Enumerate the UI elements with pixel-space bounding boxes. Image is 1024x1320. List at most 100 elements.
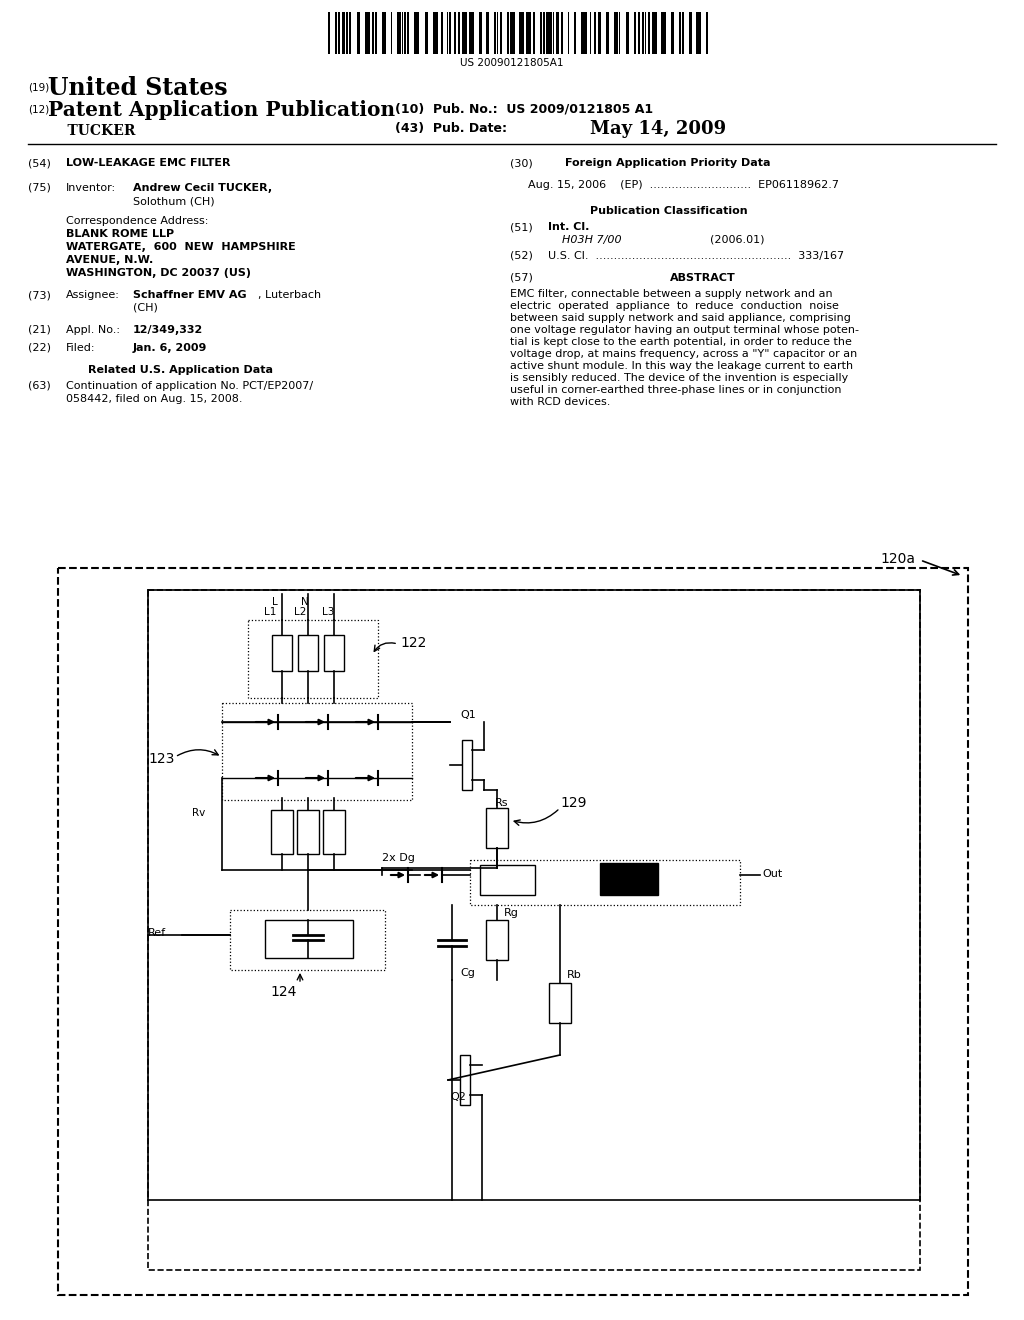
- Bar: [652, 12, 657, 54]
- Bar: [58, 568, 968, 1295]
- Bar: [335, 12, 337, 54]
- Text: Solothum (CH): Solothum (CH): [133, 195, 215, 206]
- Text: Related U.S. Application Data: Related U.S. Application Data: [88, 366, 273, 375]
- Bar: [706, 12, 708, 54]
- Text: tial is kept close to the earth potential, in order to reduce the: tial is kept close to the earth potentia…: [510, 337, 852, 347]
- Bar: [414, 12, 420, 54]
- Text: one voltage regulator having an output terminal whose poten-: one voltage regulator having an output t…: [510, 325, 859, 335]
- Text: (CH): (CH): [133, 304, 158, 313]
- Bar: [606, 12, 609, 54]
- Text: Rg: Rg: [504, 908, 519, 917]
- Bar: [469, 12, 474, 54]
- Bar: [525, 12, 530, 54]
- Bar: [470, 861, 740, 906]
- Text: Q1: Q1: [460, 710, 476, 719]
- Text: (2006.01): (2006.01): [710, 235, 765, 246]
- Text: United States: United States: [48, 77, 227, 100]
- Text: (12): (12): [28, 104, 49, 114]
- Text: Andrew Cecil TUCKER,: Andrew Cecil TUCKER,: [133, 183, 272, 193]
- Bar: [460, 1055, 470, 1105]
- Bar: [594, 12, 596, 54]
- Text: 129: 129: [560, 796, 587, 810]
- Bar: [486, 808, 508, 847]
- Text: N: N: [301, 597, 309, 607]
- Text: Rs: Rs: [495, 799, 509, 808]
- Bar: [376, 12, 377, 54]
- Bar: [590, 12, 591, 54]
- Bar: [462, 12, 467, 54]
- Bar: [230, 909, 385, 970]
- Text: US 20090121805A1: US 20090121805A1: [460, 58, 564, 69]
- Bar: [620, 12, 621, 54]
- Bar: [507, 12, 509, 54]
- Text: Continuation of application No. PCT/EP2007/: Continuation of application No. PCT/EP20…: [66, 381, 313, 391]
- Bar: [540, 12, 542, 54]
- Text: Assignee:: Assignee:: [66, 290, 120, 300]
- Text: 058442, filed on Aug. 15, 2008.: 058442, filed on Aug. 15, 2008.: [66, 393, 243, 404]
- Text: (10)  Pub. No.:  US 2009/0121805 A1: (10) Pub. No.: US 2009/0121805 A1: [395, 102, 653, 115]
- Bar: [265, 920, 353, 958]
- Bar: [582, 12, 587, 54]
- Bar: [433, 12, 438, 54]
- Bar: [338, 12, 340, 54]
- Bar: [549, 983, 571, 1023]
- Text: (21): (21): [28, 325, 51, 335]
- Bar: [553, 12, 554, 54]
- Text: (19): (19): [28, 82, 49, 92]
- Text: Out: Out: [762, 869, 782, 879]
- Bar: [682, 12, 684, 54]
- Text: Schaffner EMV AG: Schaffner EMV AG: [133, 290, 247, 300]
- Text: Correspondence Address:: Correspondence Address:: [66, 216, 208, 226]
- Text: (51): (51): [510, 222, 532, 232]
- Bar: [459, 12, 460, 54]
- Bar: [626, 12, 629, 54]
- Bar: [689, 12, 692, 54]
- Text: U.S. Cl.  ......................................................  333/167: U.S. Cl. ...............................…: [548, 251, 844, 261]
- Text: LOW-LEAKAGE EMC FILTER: LOW-LEAKAGE EMC FILTER: [66, 158, 230, 168]
- Text: Ref: Ref: [148, 928, 166, 939]
- Text: voltage drop, at mains frequency, across a "Y" capacitor or an: voltage drop, at mains frequency, across…: [510, 348, 857, 359]
- Bar: [486, 920, 508, 960]
- Bar: [614, 12, 617, 54]
- Bar: [382, 12, 386, 54]
- Text: L2: L2: [294, 607, 306, 616]
- Text: (43)  Pub. Date:: (43) Pub. Date:: [395, 121, 507, 135]
- Text: (54): (54): [28, 158, 51, 168]
- Bar: [298, 635, 318, 671]
- Bar: [425, 12, 428, 54]
- Bar: [494, 12, 496, 54]
- Bar: [648, 12, 650, 54]
- Bar: [365, 12, 370, 54]
- Text: useful in corner-earthed three-phase lines or in conjunction: useful in corner-earthed three-phase lin…: [510, 385, 842, 395]
- Text: Filed:: Filed:: [66, 343, 95, 352]
- Bar: [556, 12, 559, 54]
- Bar: [532, 12, 535, 54]
- Bar: [642, 12, 644, 54]
- Text: L1: L1: [264, 607, 276, 616]
- Text: Inventor:: Inventor:: [66, 183, 116, 193]
- Bar: [543, 12, 545, 54]
- Bar: [328, 12, 330, 54]
- Bar: [500, 12, 502, 54]
- Bar: [498, 12, 499, 54]
- Text: L3: L3: [322, 607, 334, 616]
- Text: , Luterbach: , Luterbach: [258, 290, 322, 300]
- Bar: [272, 635, 292, 671]
- Text: (22): (22): [28, 343, 51, 352]
- Text: May 14, 2009: May 14, 2009: [590, 120, 726, 139]
- Bar: [568, 12, 569, 54]
- Bar: [462, 741, 472, 789]
- Bar: [695, 12, 700, 54]
- Text: WATERGATE,  600  NEW  HAMPSHIRE: WATERGATE, 600 NEW HAMPSHIRE: [66, 242, 296, 252]
- Text: ABSTRACT: ABSTRACT: [670, 273, 736, 282]
- Bar: [356, 12, 359, 54]
- Bar: [634, 12, 636, 54]
- Text: 120a: 120a: [880, 552, 915, 566]
- Bar: [480, 865, 535, 895]
- Text: Jan. 6, 2009: Jan. 6, 2009: [133, 343, 208, 352]
- Bar: [271, 810, 293, 854]
- Text: electric  operated  appliance  to  reduce  conduction  noise: electric operated appliance to reduce co…: [510, 301, 839, 312]
- Bar: [561, 12, 562, 54]
- Text: 12/349,332: 12/349,332: [133, 325, 203, 335]
- Text: TUCKER: TUCKER: [48, 124, 135, 139]
